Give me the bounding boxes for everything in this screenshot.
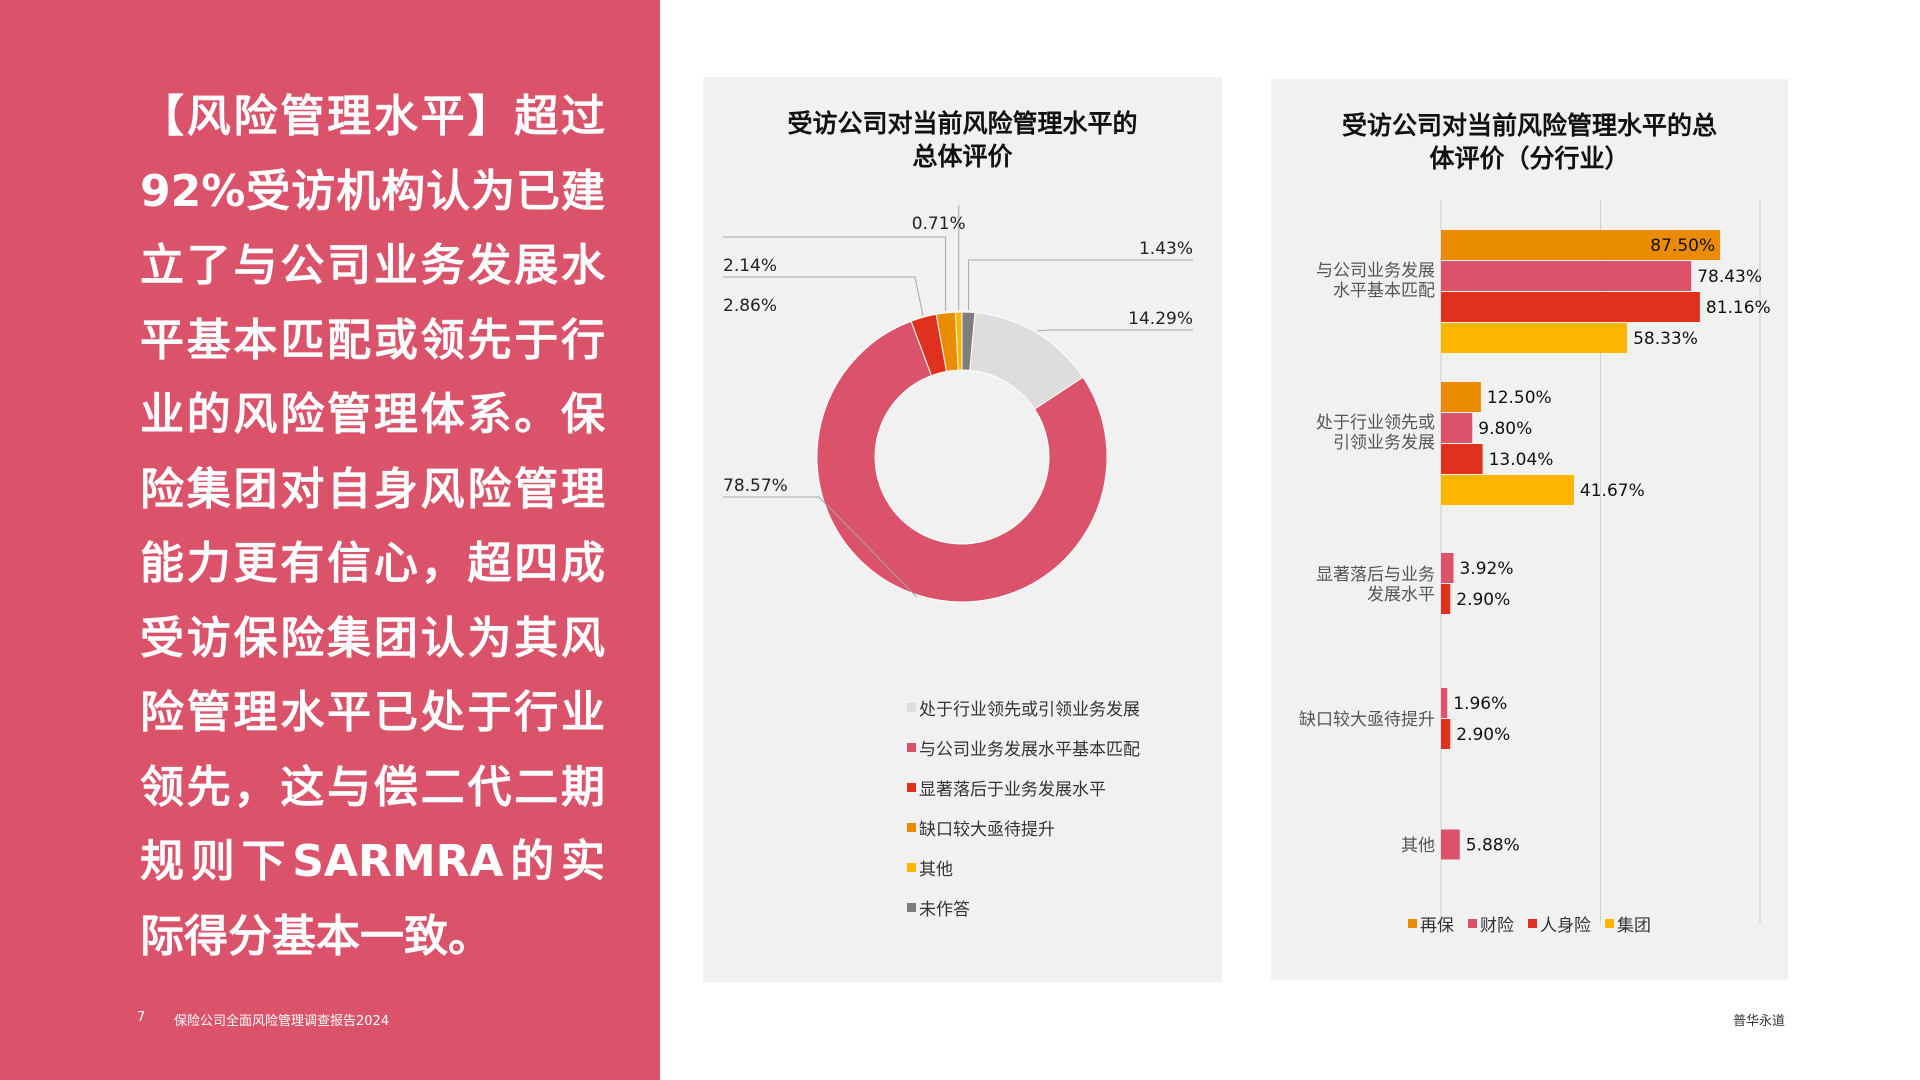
- bar: [1441, 475, 1574, 505]
- bar-legend-label: 再保: [1420, 915, 1454, 936]
- bar-data-label: 41.67%: [1580, 481, 1645, 501]
- legend-swatch: [907, 862, 916, 872]
- bar: [1441, 829, 1460, 860]
- category-label: 其他: [1401, 836, 1435, 856]
- donut-legend-item: 缺口较大亟待提升: [907, 807, 1140, 847]
- left-panel: 【风险管理水平】超过92%受访机构认为已建立了与公司业务发展水平基本匹配或领先于…: [0, 0, 660, 1080]
- bar-chart-title: 受访公司对当前风险管理水平的总 体评价（分行业）: [1271, 109, 1788, 175]
- category-label: 水平基本匹配: [1333, 281, 1435, 301]
- bar-data-label: 3.92%: [1460, 559, 1514, 579]
- legend-swatch: [907, 782, 916, 792]
- bar: [1441, 382, 1481, 412]
- bar-data-label: 78.43%: [1697, 267, 1762, 287]
- bar-data-label: 2.90%: [1456, 725, 1510, 745]
- bar-legend-label: 财险: [1480, 915, 1514, 936]
- bar-data-label: 1.96%: [1453, 694, 1507, 714]
- legend-swatch: [907, 902, 916, 912]
- legend-swatch: [907, 702, 916, 712]
- donut-leader-line: [968, 259, 1193, 311]
- legend-swatch: [1468, 918, 1477, 928]
- bar-data-label: 81.16%: [1706, 298, 1771, 318]
- bar-legend-label: 人身险: [1540, 915, 1591, 936]
- donut-data-label: 78.57%: [723, 476, 788, 496]
- donut-title-line-2: 总体评价: [912, 142, 1013, 171]
- category-label: 缺口较大亟待提升: [1299, 710, 1435, 730]
- category-label: 与公司业务发展: [1316, 261, 1435, 281]
- donut-legend-label: 处于行业领先或引领业务发展: [919, 699, 1140, 720]
- bar: [1441, 584, 1451, 614]
- bar: [1441, 688, 1448, 718]
- bar-data-label: 5.88%: [1466, 836, 1520, 856]
- donut-legend-item: 与公司业务发展水平基本匹配: [907, 727, 1140, 767]
- donut-data-label: 2.14%: [723, 256, 777, 276]
- bar-data-label: 58.33%: [1633, 329, 1698, 349]
- category-label: 发展水平: [1367, 585, 1435, 605]
- category-label: 引领业务发展: [1333, 433, 1435, 453]
- donut-data-label: 2.86%: [723, 296, 777, 316]
- donut-slice: [955, 311, 963, 371]
- donut-leader-line: [723, 236, 947, 311]
- donut-legend-item: 其他: [907, 847, 1140, 887]
- bar: [1441, 719, 1451, 749]
- donut-legend: 处于行业领先或引领业务发展 与公司业务发展水平基本匹配 显著落后于业务发展水平 缺口较…: [907, 687, 1140, 927]
- legend-swatch: [907, 742, 916, 752]
- donut-legend-item: 显著落后于业务发展水平: [907, 767, 1140, 807]
- bar-data-label: 13.04%: [1489, 450, 1554, 470]
- legend-swatch: [1605, 918, 1614, 928]
- donut-legend-label: 与公司业务发展水平基本匹配: [919, 739, 1140, 760]
- donut-chart: 14.29% 78.57% 2.86% 2.14% 0.71% 1.43%: [723, 205, 1193, 603]
- donut-slice: [816, 320, 1108, 603]
- donut-legend-label: 其他: [919, 859, 953, 880]
- donut-legend-item: 处于行业领先或引领业务发展: [907, 687, 1140, 727]
- report-title: 保险公司全面风险管理调查报告2024: [174, 1014, 390, 1029]
- donut-data-label: 0.71%: [912, 214, 966, 234]
- page-number: 7: [137, 1010, 146, 1025]
- donut-legend-label: 显著落后于业务发展水平: [919, 779, 1106, 800]
- category-label: 处于行业领先或: [1316, 413, 1435, 433]
- donut-legend-item: 未作答: [907, 887, 1140, 927]
- bar-chart: 87.50% 78.43% 81.16% 58.33% 与公司业务发展水平基本匹配 12.…: [1299, 199, 1771, 923]
- bar: [1441, 292, 1700, 322]
- bar-data-label: 9.80%: [1478, 419, 1532, 439]
- legend-swatch: [1408, 918, 1417, 928]
- legend-swatch: [1528, 918, 1537, 928]
- bar-title-line-1: 受访公司对当前风险管理水平的总: [1341, 111, 1717, 140]
- donut-legend-label: 未作答: [919, 899, 970, 920]
- bar-data-label: 2.90%: [1456, 590, 1510, 610]
- category-label: 显著落后与业务: [1316, 565, 1435, 585]
- donut-legend-label: 缺口较大亟待提升: [919, 819, 1055, 840]
- bar: [1441, 323, 1628, 353]
- bar-data-label: 87.50%: [1650, 236, 1715, 256]
- bar-legend-item: 再保: [1408, 912, 1454, 936]
- bar: [1441, 230, 1721, 260]
- bar: [1441, 553, 1454, 583]
- donut-data-label: 1.43%: [1139, 239, 1193, 259]
- donut-leader-line: [723, 496, 917, 598]
- bar-legend-item: 财险: [1468, 912, 1514, 936]
- bar-chart-card: 87.50% 78.43% 81.16% 58.33% 与公司业务发展 水平基本匹配 12.…: [1271, 79, 1788, 980]
- bar: [1441, 413, 1473, 443]
- legend-swatch: [907, 822, 916, 832]
- bar: [1441, 444, 1483, 474]
- brand-name: 普华永道: [1733, 1014, 1786, 1029]
- donut-leader-line: [723, 276, 924, 316]
- donut-leader-line: [1037, 329, 1193, 332]
- bar-title-line-2: 体评价（分行业）: [1429, 144, 1630, 173]
- donut-data-label: 14.29%: [1128, 309, 1193, 329]
- summary-text: 【风险管理水平】超过92%受访机构认为已建立了与公司业务发展水平基本匹配或领先于…: [140, 91, 605, 962]
- donut-chart-card: 14.29% 78.57% 2.86% 2.14% 0.71% 1.43% 受访公司对当前…: [703, 77, 1222, 982]
- bar: [1441, 261, 1692, 291]
- donut-title-line-1: 受访公司对当前风险管理水平的: [787, 109, 1138, 138]
- bar-legend-label: 集团: [1617, 915, 1651, 936]
- bar-legend-item: 人身险: [1528, 912, 1591, 936]
- bar-legend: 再保 财险 人身险 集团: [1271, 912, 1788, 936]
- bar-legend-item: 集团: [1605, 912, 1651, 936]
- donut-chart-title: 受访公司对当前风险管理水平的 总体评价: [703, 107, 1222, 173]
- bar-data-label: 12.50%: [1487, 388, 1552, 408]
